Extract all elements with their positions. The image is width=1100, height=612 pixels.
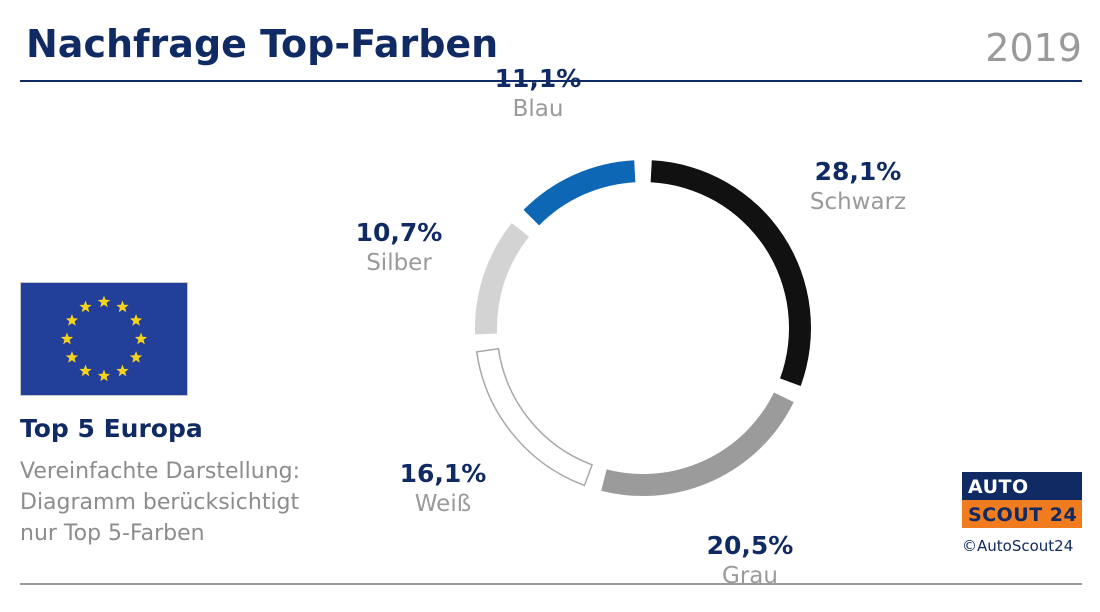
slice-value: 10,7%	[355, 218, 443, 247]
eu-star-icon	[129, 314, 143, 326]
slice-name: Schwarz	[809, 189, 907, 215]
eu-star-icon	[97, 369, 111, 382]
footer-divider	[20, 583, 1082, 585]
slice-label: 28,1% Schwarz	[783, 157, 933, 217]
eu-star-icon	[97, 295, 111, 308]
header-divider	[20, 80, 1082, 82]
donut-slice-silber	[475, 223, 529, 335]
eu-star-icon	[79, 364, 92, 377]
year-label: 2019	[985, 26, 1082, 70]
slice-name: Silber	[366, 250, 432, 276]
slice-name: Weiß	[414, 491, 472, 517]
eu-star-icon	[65, 314, 79, 326]
slice-name: Blau	[512, 96, 564, 122]
eu-star-icon	[129, 351, 143, 363]
eu-flag-icon	[20, 282, 188, 396]
slice-value: 28,1%	[814, 157, 902, 186]
slice-value: 11,1%	[494, 64, 582, 93]
donut-slice-schwarz	[650, 160, 811, 387]
donut-slice-blau	[523, 160, 636, 226]
eu-star-icon	[116, 364, 129, 377]
eu-star-icon	[79, 300, 92, 313]
slice-label: 10,7% Silber	[324, 218, 474, 278]
page-title: Nachfrage Top-Farben	[26, 22, 499, 66]
slice-label: 11,1% Blau	[463, 64, 613, 124]
eu-star-icon	[65, 351, 79, 363]
donut-slice-weiss	[475, 347, 594, 487]
eu-star-icon	[116, 300, 129, 313]
donut-slice-grau	[601, 392, 794, 496]
slice-label: 20,5% Grau	[675, 531, 825, 591]
eu-star-icon	[60, 332, 74, 345]
autoscout24-logo: AUTO SCOUT 24	[962, 472, 1082, 528]
slice-label: 16,1% Weiß	[368, 459, 518, 519]
region-note: Vereinfachte Darstellung: Diagramm berüc…	[20, 459, 301, 546]
logo-line-scout: SCOUT 24	[962, 500, 1082, 528]
slice-value: 20,5%	[706, 531, 794, 560]
region-title: Top 5 Europa	[20, 414, 203, 443]
eu-star-icon	[134, 332, 148, 345]
logo-line-auto: AUTO	[962, 472, 1082, 500]
copyright-text: ©AutoScout24	[962, 537, 1074, 555]
slice-name: Grau	[722, 563, 778, 589]
slice-value: 16,1%	[399, 459, 487, 488]
